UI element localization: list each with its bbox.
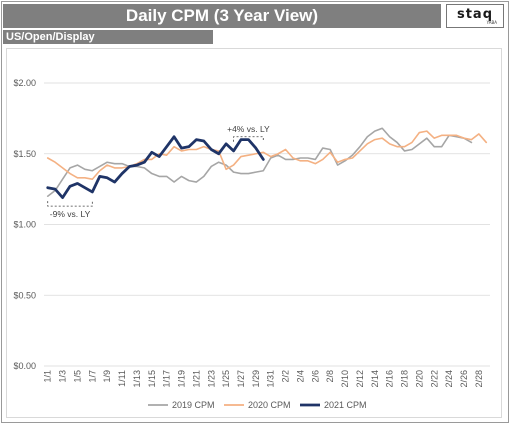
series-line-2021 [46, 135, 265, 200]
logo-subtext: YABA [486, 20, 497, 25]
x-tick-label: 2/2 [281, 370, 291, 383]
y-tick-label: $1.50 [13, 149, 36, 159]
annotation-bracket [233, 136, 264, 142]
y-tick-label: $0.00 [13, 361, 36, 371]
x-tick-label: 1/25 [221, 370, 231, 388]
x-tick-label: 2/28 [474, 370, 484, 388]
x-tick-label: 2/6 [310, 370, 320, 383]
y-tick-label: $2.00 [13, 78, 36, 88]
x-tick-label: 2/8 [325, 370, 335, 383]
annotation-bracket [47, 201, 93, 207]
x-tick-label: 1/31 [266, 370, 276, 388]
x-tick-label: 2/12 [355, 370, 365, 388]
x-tick-label: 1/11 [117, 370, 127, 387]
annotation-label: -9% vs. LY [50, 209, 91, 219]
x-tick-label: 2/24 [444, 370, 454, 388]
staq-logo: staq YABA [446, 4, 504, 28]
legend-label-2021: 2021 CPM [324, 400, 367, 410]
x-tick-label: 1/21 [191, 370, 201, 388]
series-line-2020 [46, 130, 488, 181]
chart-area-border [6, 48, 502, 418]
x-tick-label: 2/4 [295, 370, 305, 383]
x-tick-label: 1/29 [251, 370, 261, 388]
x-tick-label: 1/7 [87, 370, 97, 383]
y-tick-label: $0.50 [13, 290, 36, 300]
y-tick-label: $1.00 [13, 220, 36, 230]
x-tick-label: 1/27 [236, 370, 246, 388]
segment-label: US/Open/Display [6, 31, 95, 43]
x-tick-label: 2/18 [400, 370, 410, 388]
legend-label-2020: 2020 CPM [248, 400, 291, 410]
logo-wordmark: staq [456, 7, 494, 22]
x-tick-label: 2/20 [414, 370, 424, 388]
x-tick-label: 1/15 [147, 370, 157, 388]
x-tick-label: 2/10 [340, 370, 350, 388]
x-tick-label: 1/17 [162, 370, 172, 388]
x-tick-label: 2/26 [459, 370, 469, 388]
subtitle-bar [3, 30, 213, 44]
annotation-label: +4% vs. LY [227, 124, 270, 134]
title-bar [3, 4, 441, 28]
x-tick-label: 1/9 [102, 370, 112, 383]
series-line-2019 [46, 127, 473, 197]
x-tick-label: 1/19 [177, 370, 187, 388]
x-tick-label: 1/13 [132, 370, 142, 388]
report-title: Daily CPM (3 Year View) [125, 6, 319, 25]
x-tick-label: 2/22 [429, 370, 439, 388]
x-tick-label: 1/3 [58, 370, 68, 383]
x-tick-label: 2/16 [385, 370, 395, 388]
x-tick-label: 2/14 [370, 370, 380, 388]
x-tick-label: 1/1 [43, 370, 53, 383]
legend-label-2019: 2019 CPM [172, 400, 215, 410]
x-tick-label: 1/23 [206, 370, 216, 388]
x-tick-label: 1/5 [72, 370, 82, 383]
